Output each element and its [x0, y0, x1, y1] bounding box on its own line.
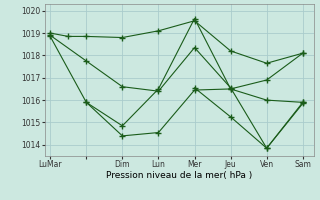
- X-axis label: Pression niveau de la mer( hPa ): Pression niveau de la mer( hPa ): [106, 171, 252, 180]
